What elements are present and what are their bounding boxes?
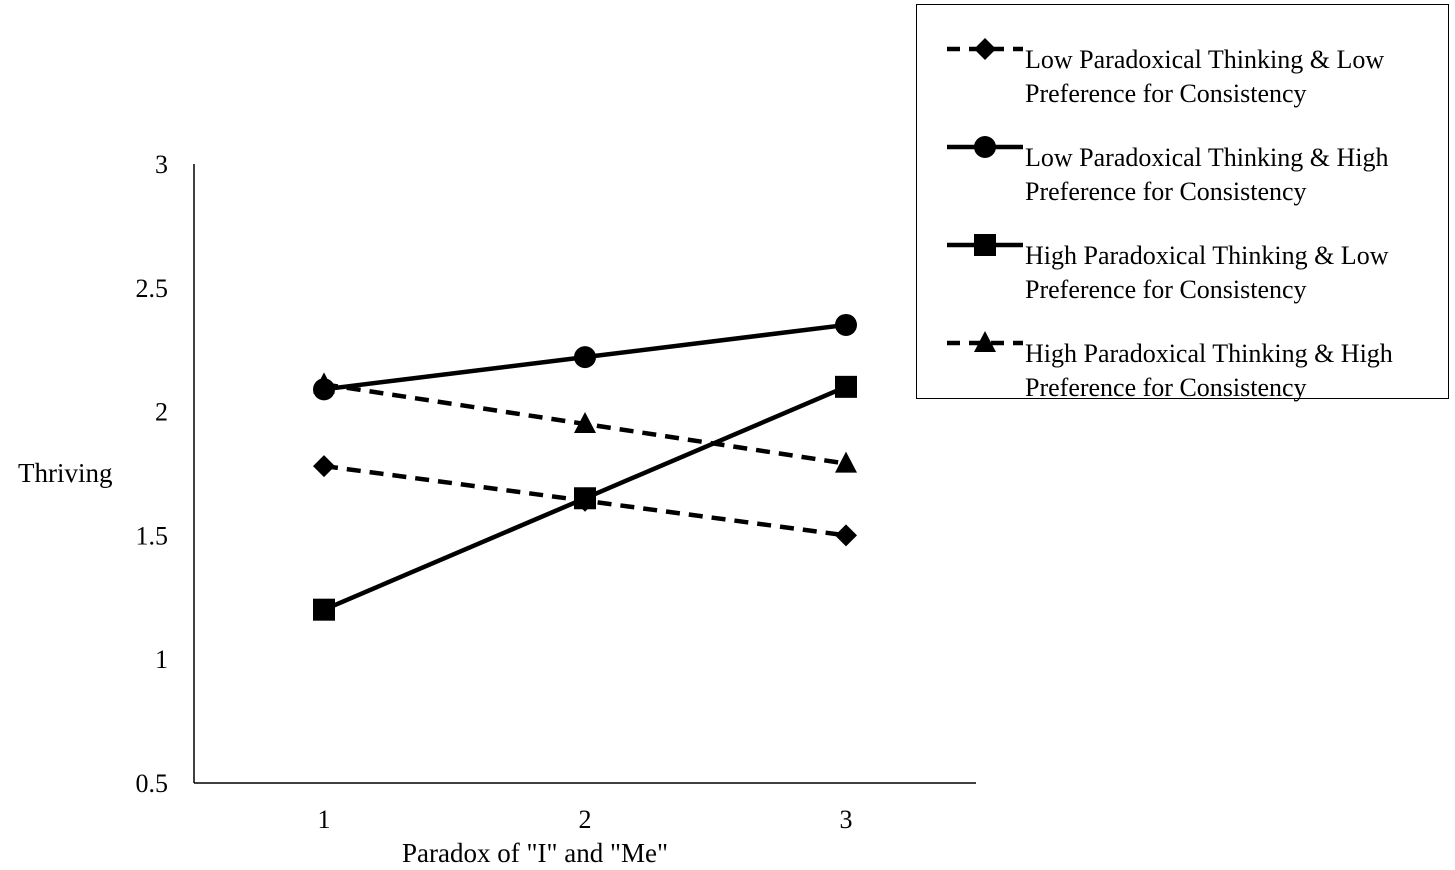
y-axis-title: Thriving	[18, 458, 113, 488]
y-tick-label: 1	[155, 645, 168, 674]
legend-label: High Paradoxical Thinking & High Prefere…	[1025, 339, 1393, 402]
legend-item-1: Low Paradoxical Thinking & Low Preferenc…	[917, 25, 1448, 108]
y-tick-label: 3	[155, 150, 168, 179]
data-point-square	[313, 598, 335, 621]
data-point-circle	[835, 313, 857, 336]
y-tick-label: 2.5	[136, 274, 169, 303]
legend-marker	[974, 136, 996, 158]
legend-marker-circle	[947, 136, 1023, 158]
data-point-circle	[574, 346, 596, 369]
y-tick-label: 0.5	[136, 769, 169, 798]
series-square	[313, 375, 857, 621]
y-tick-label: 2	[155, 398, 168, 427]
legend-item-4: High Paradoxical Thinking & High Prefere…	[917, 319, 1448, 402]
legend-label: Low Paradoxical Thinking & Low Preferenc…	[1025, 45, 1385, 108]
legend-item-2: Low Paradoxical Thinking & High Preferen…	[917, 123, 1448, 206]
data-point-square	[835, 375, 857, 398]
legend-label: Low Paradoxical Thinking & High Preferen…	[1025, 143, 1389, 206]
y-tick-label: 1.5	[136, 521, 169, 550]
legend-marker-square	[947, 234, 1023, 256]
x-tick-label: 3	[840, 805, 853, 834]
data-point-diamond	[835, 524, 857, 547]
data-point-triangle	[313, 372, 335, 394]
chart-axes: 0.5 1 1.5 2 2.5 3 1 2 3	[136, 150, 976, 834]
legend-label: High Paradoxical Thinking & Low Preferen…	[1025, 241, 1389, 304]
legend-marker	[974, 234, 996, 256]
data-point-square	[574, 487, 596, 510]
legend-item-3: High Paradoxical Thinking & Low Preferen…	[917, 221, 1448, 304]
legend-marker-triangle	[947, 331, 1023, 352]
x-tick-label: 1	[318, 805, 331, 834]
chart-legend: Low Paradoxical Thinking & Low Preferenc…	[916, 4, 1449, 402]
series-circle	[313, 313, 857, 401]
data-point-triangle	[835, 451, 857, 473]
legend-marker-diamond	[947, 38, 1023, 60]
data-point-diamond	[313, 455, 335, 478]
x-axis-title: Paradox of "I" and "Me"	[402, 838, 669, 868]
chart-series	[313, 313, 857, 621]
x-tick-label: 2	[579, 805, 592, 834]
data-point-triangle	[574, 411, 596, 433]
series-triangle	[313, 372, 857, 473]
legend-marker	[974, 331, 996, 352]
legend-marker	[974, 38, 996, 60]
